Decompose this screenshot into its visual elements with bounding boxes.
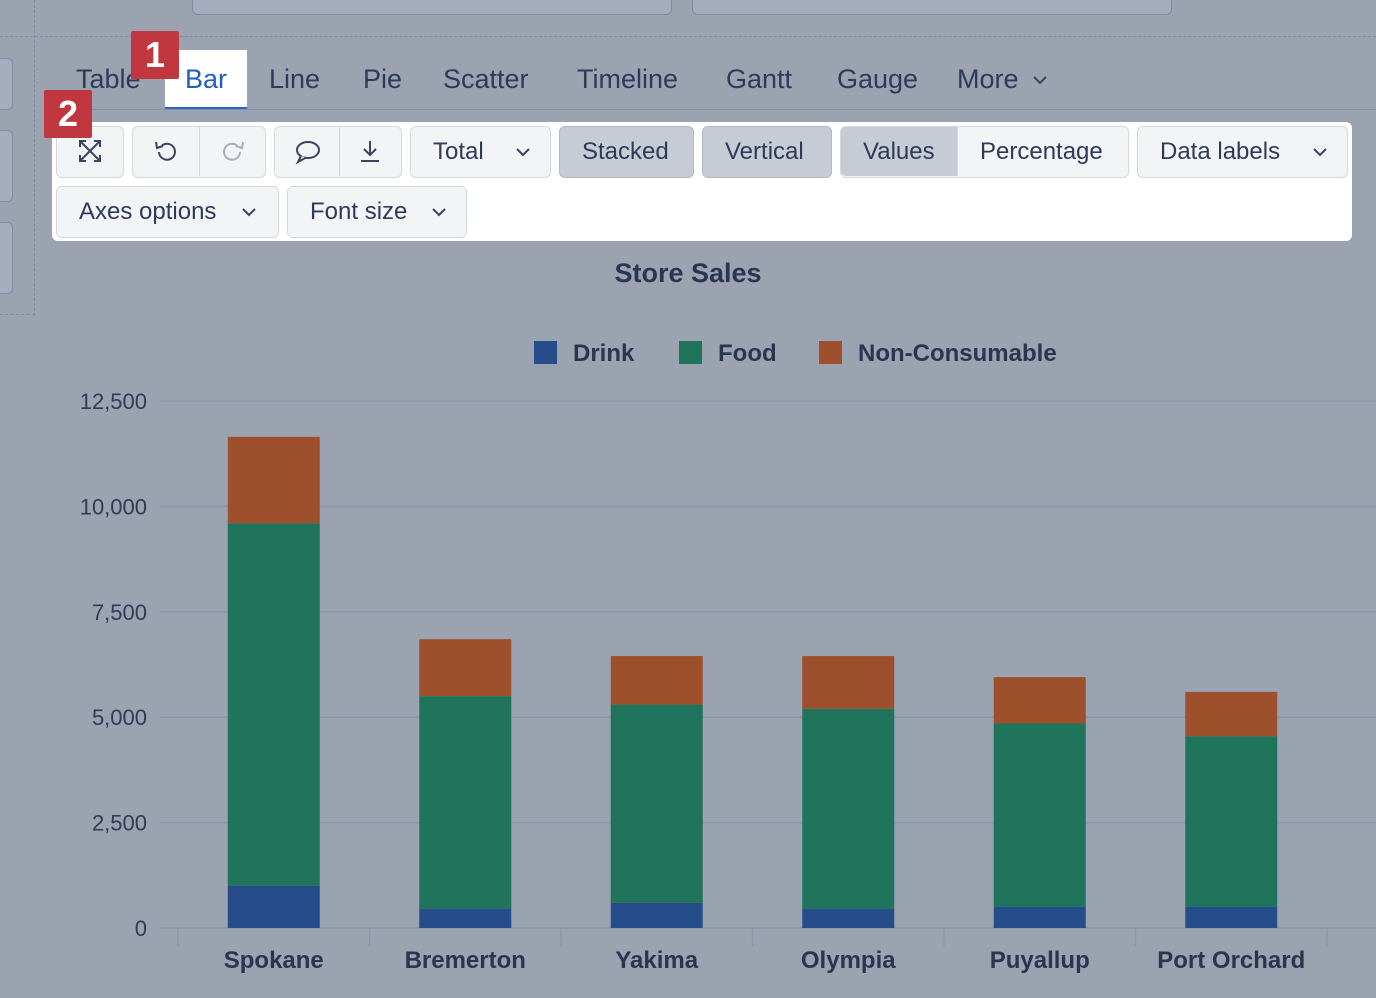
drop-zone-border bbox=[0, 36, 1376, 37]
drop-zone-border-vertical bbox=[34, 0, 35, 316]
y-tick-label: 2,500 bbox=[92, 811, 147, 836]
x-category-label: Bremerton bbox=[405, 947, 526, 974]
tab-more-label: More bbox=[957, 64, 1019, 94]
values-button[interactable]: Values bbox=[841, 127, 957, 176]
axes-options-dropdown[interactable]: Axes options bbox=[56, 186, 279, 238]
data-labels-dropdown-label: Data labels bbox=[1160, 138, 1281, 165]
comment-icon bbox=[295, 141, 320, 165]
chevron-down-icon bbox=[432, 208, 446, 217]
undo-icon bbox=[155, 141, 176, 161]
percentage-button-label: Percentage bbox=[980, 138, 1103, 165]
comment-button[interactable] bbox=[275, 127, 339, 176]
data-labels-dropdown[interactable]: Data labels bbox=[1137, 126, 1348, 178]
legend-label-non-consumable: Non-Consumable bbox=[858, 340, 1057, 367]
aggregation-select[interactable]: Total bbox=[410, 126, 551, 178]
bar-segment-food bbox=[227, 523, 320, 886]
legend-item-food[interactable]: Food bbox=[679, 340, 777, 368]
comment-download-group bbox=[274, 126, 402, 178]
download-icon bbox=[361, 141, 379, 162]
legend-swatch-food bbox=[679, 341, 702, 365]
x-category-label: Yakima bbox=[615, 947, 698, 974]
top-panel-left bbox=[192, 0, 672, 15]
stacked-toggle-label: Stacked bbox=[582, 138, 669, 165]
bar-segment-non-consumable bbox=[1185, 691, 1278, 737]
side-panel-button[interactable] bbox=[0, 58, 13, 110]
values-percentage-group: Values Percentage bbox=[840, 126, 1129, 178]
y-tick-label: 0 bbox=[135, 916, 147, 941]
bar-segment-non-consumable bbox=[993, 677, 1086, 724]
undo-redo-group bbox=[132, 126, 266, 178]
chevron-down-icon bbox=[242, 208, 256, 217]
x-category-label: Olympia bbox=[801, 947, 896, 974]
tab-timeline[interactable]: Timeline bbox=[577, 64, 679, 94]
tab-more[interactable]: More bbox=[957, 50, 1047, 109]
x-category-label: Puyallup bbox=[990, 947, 1090, 974]
side-panel-button[interactable] bbox=[0, 130, 13, 202]
chart-toolbar: Total Stacked Vertical Values Percentage… bbox=[52, 122, 1352, 241]
expand-icon bbox=[79, 140, 101, 162]
chevron-down-icon bbox=[516, 148, 530, 157]
bar-chart: 0 2,500 5,000 7,500 10,000 12,500 Spokane Breme… bbox=[80, 389, 1376, 974]
bar-segment-non-consumable bbox=[227, 436, 320, 524]
bar-segment-drink bbox=[1185, 906, 1278, 928]
redo-icon bbox=[223, 141, 244, 161]
bar-segment-drink bbox=[610, 902, 703, 928]
tab-scatter[interactable]: Scatter bbox=[443, 64, 529, 94]
legend-item-drink[interactable]: Drink bbox=[534, 340, 634, 368]
drop-zone-border-bottom bbox=[0, 314, 35, 315]
tab-table[interactable]: Table bbox=[76, 64, 141, 94]
y-tick-label: 12,500 bbox=[80, 389, 147, 414]
chevron-down-icon bbox=[1032, 76, 1047, 85]
y-tick-label: 7,500 bbox=[92, 600, 147, 625]
top-panel-right bbox=[692, 0, 1172, 15]
tab-gantt[interactable]: Gantt bbox=[726, 64, 793, 94]
legend-item-non-consumable[interactable]: Non-Consumable bbox=[819, 340, 1057, 368]
y-tick-label: 10,000 bbox=[80, 494, 147, 519]
font-size-dropdown[interactable]: Font size bbox=[287, 186, 467, 238]
axes-options-dropdown-label: Axes options bbox=[79, 198, 217, 225]
legend-swatch-non-consumable bbox=[819, 341, 842, 365]
stacked-toggle[interactable]: Stacked bbox=[559, 126, 694, 178]
chart-title: Store Sales bbox=[614, 258, 762, 288]
x-category-label: Spokane bbox=[224, 947, 324, 974]
bar-segment-drink bbox=[993, 906, 1086, 928]
font-size-dropdown-label: Font size bbox=[310, 198, 408, 225]
side-panel-button[interactable] bbox=[0, 222, 13, 294]
chart-type-tabs: Table Bar Line Pie Scatter Timeline Gant… bbox=[56, 50, 1376, 110]
chevron-down-icon bbox=[1313, 148, 1327, 157]
legend-label-food: Food bbox=[718, 340, 777, 367]
bar-segment-drink bbox=[227, 885, 320, 928]
tab-line[interactable]: Line bbox=[269, 64, 321, 94]
bar-segment-drink bbox=[419, 909, 512, 928]
aggregation-select-label: Total bbox=[433, 138, 484, 165]
step-badge-1: 1 bbox=[131, 31, 179, 79]
bar-segment-food bbox=[802, 708, 895, 910]
redo-button[interactable] bbox=[199, 127, 265, 176]
legend-swatch-drink bbox=[534, 341, 557, 365]
x-category-label: Port Orchard bbox=[1157, 947, 1305, 974]
vertical-toggle-label: Vertical bbox=[725, 138, 804, 165]
bar-segment-non-consumable bbox=[419, 639, 512, 697]
bar-segment-non-consumable bbox=[802, 656, 895, 709]
undo-button[interactable] bbox=[133, 127, 199, 176]
bar-segment-drink bbox=[802, 909, 895, 928]
values-button-label: Values bbox=[863, 138, 935, 165]
y-tick-label: 5,000 bbox=[92, 705, 147, 730]
bar-segment-food bbox=[1185, 736, 1278, 907]
vertical-toggle[interactable]: Vertical bbox=[702, 126, 832, 178]
step-badge-2: 2 bbox=[44, 90, 92, 138]
percentage-button[interactable]: Percentage bbox=[957, 127, 1128, 176]
bar-segment-food bbox=[993, 723, 1086, 907]
download-button[interactable] bbox=[339, 127, 401, 176]
legend-label-drink: Drink bbox=[573, 340, 635, 367]
tab-pie[interactable]: Pie bbox=[363, 64, 403, 94]
bar-segment-non-consumable bbox=[610, 656, 703, 705]
tab-gauge[interactable]: Gauge bbox=[837, 64, 919, 94]
bar-segment-food bbox=[419, 696, 512, 910]
bar-segment-food bbox=[610, 704, 703, 903]
